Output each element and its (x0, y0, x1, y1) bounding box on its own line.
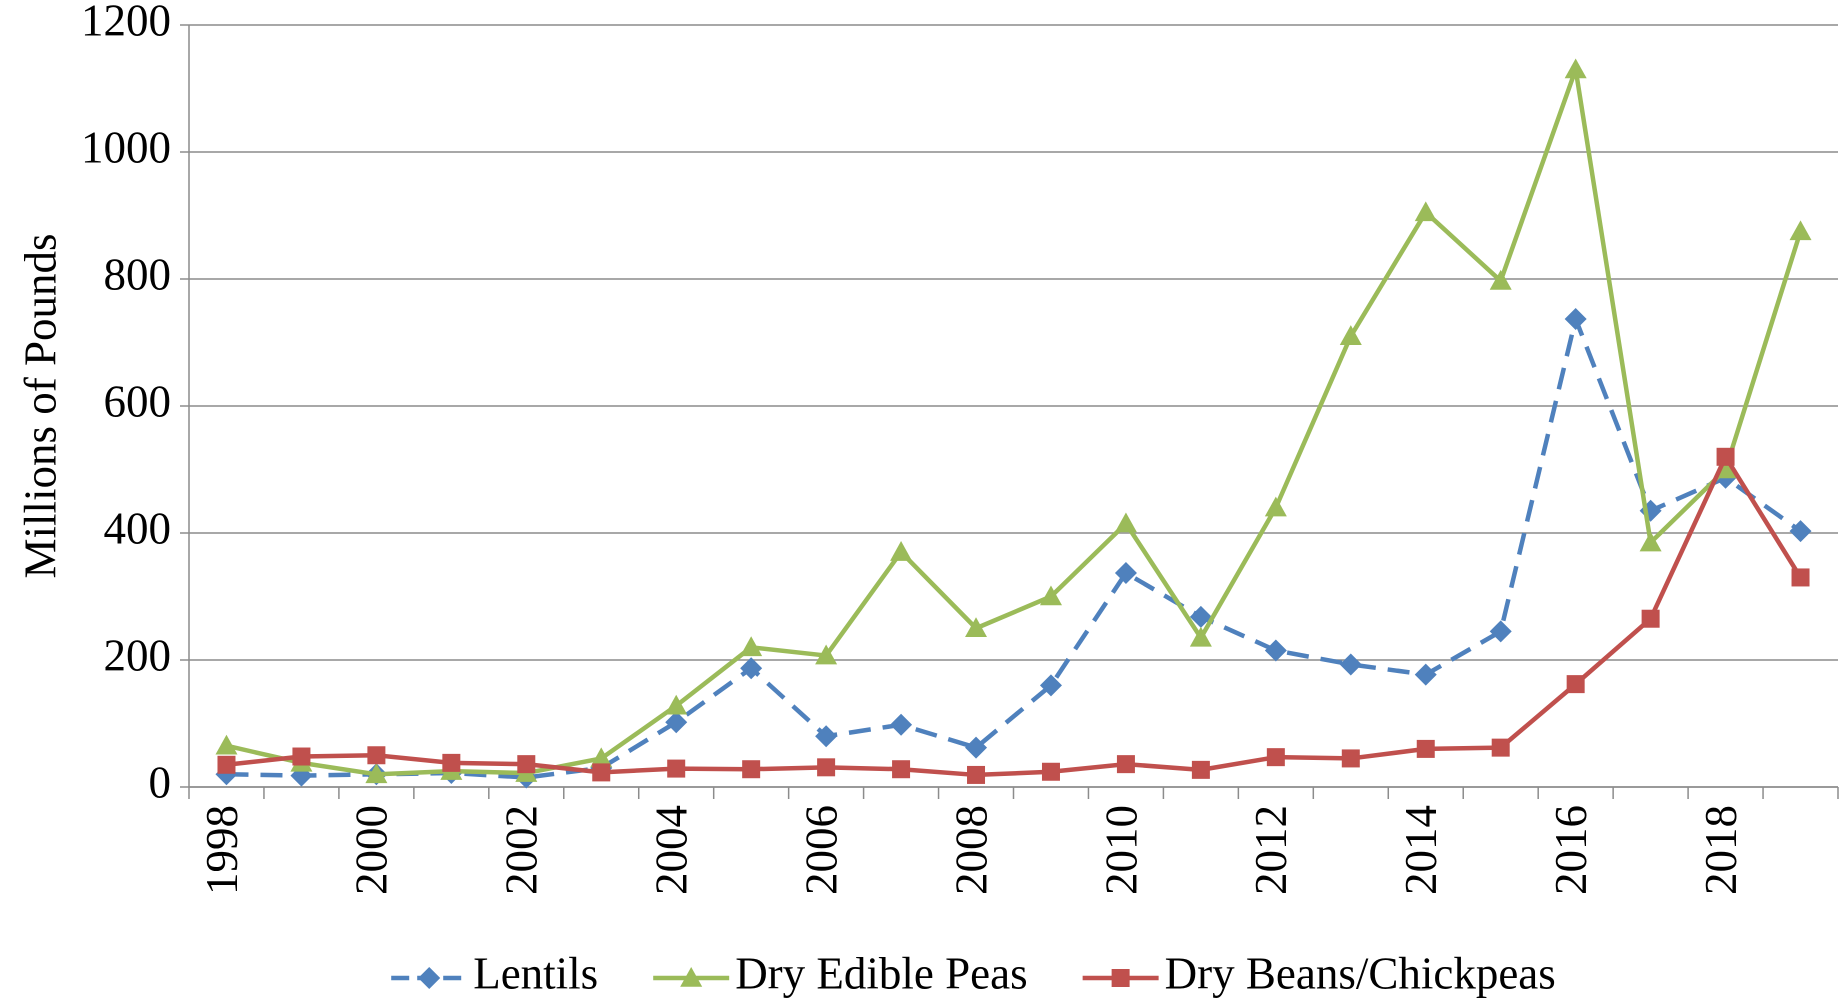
marker (1264, 639, 1287, 662)
marker (1639, 531, 1662, 552)
x-tick-label: 1998 (197, 805, 247, 895)
marker (667, 759, 686, 778)
marker (1189, 626, 1212, 647)
marker (680, 967, 703, 987)
marker (1564, 308, 1587, 331)
marker (817, 758, 836, 777)
y-tick-label: 400 (104, 503, 172, 553)
y-tick-label: 800 (104, 249, 172, 299)
marker (1789, 220, 1812, 241)
marker (1789, 520, 1812, 543)
marker (1489, 620, 1512, 643)
marker (1266, 748, 1285, 767)
legend-label: Dry Beans/Chickpeas (1165, 948, 1556, 998)
marker (592, 763, 611, 782)
marker (1791, 568, 1810, 587)
x-tick-label: 2008 (946, 805, 996, 895)
series-line (226, 454, 1803, 778)
marker (1566, 675, 1585, 694)
marker (1114, 512, 1137, 533)
x-tick-label: 2012 (1246, 805, 1296, 895)
marker (815, 644, 838, 665)
marker (1414, 201, 1437, 222)
marker (215, 734, 238, 755)
marker (740, 636, 763, 657)
marker (217, 755, 236, 774)
y-axis-label: Millions of Pounds (15, 233, 65, 578)
marker (1341, 749, 1360, 768)
marker (418, 967, 441, 989)
marker (1564, 58, 1587, 79)
x-tick-label: 2016 (1546, 805, 1596, 895)
marker (665, 694, 688, 715)
marker (1189, 605, 1212, 628)
marker (665, 711, 688, 734)
marker (1114, 562, 1137, 585)
x-tick-label: 2018 (1696, 805, 1746, 895)
legend-label: Lentils (473, 948, 598, 998)
marker (965, 736, 988, 759)
x-tick-label: 2000 (347, 805, 397, 895)
legend: Lentils Dry Edible Peas Dry Beans/Chickpea… (391, 948, 1556, 998)
marker (1116, 755, 1135, 774)
x-tick-label: 2010 (1096, 805, 1146, 895)
marker (965, 617, 988, 638)
y-tick-label: 1200 (81, 0, 171, 45)
marker (1339, 653, 1362, 676)
marker (1264, 496, 1287, 517)
y-tick-label: 200 (104, 630, 172, 680)
marker (742, 760, 761, 779)
y-tick-label: 0 (149, 757, 172, 807)
marker (1111, 969, 1130, 987)
marker (1491, 738, 1510, 757)
y-tick-label: 600 (104, 376, 172, 426)
marker (1489, 269, 1512, 290)
marker (1041, 762, 1060, 781)
marker (892, 760, 911, 779)
marker (367, 746, 386, 765)
marker (1716, 447, 1735, 466)
marker (815, 725, 838, 748)
marker (1416, 739, 1435, 758)
x-tick-label: 2002 (497, 805, 547, 895)
marker (517, 755, 536, 774)
series-line (225, 67, 1803, 777)
marker (590, 747, 613, 768)
series-line (226, 316, 1802, 780)
marker (1414, 663, 1437, 686)
x-tick-label: 2004 (647, 805, 697, 895)
marker (1641, 609, 1660, 628)
marker (967, 765, 986, 784)
marker (1039, 674, 1062, 697)
marker (365, 763, 388, 784)
marker (890, 713, 913, 736)
marker (1039, 585, 1062, 606)
marker (292, 747, 311, 766)
marker (740, 657, 763, 680)
y-tick-label: 1000 (81, 122, 171, 172)
x-tick-label: 2006 (796, 805, 846, 895)
marker (442, 753, 461, 772)
marker (890, 541, 913, 561)
marker (1191, 760, 1210, 779)
x-tick-label: 2014 (1396, 805, 1446, 895)
legend-label: Dry Edible Peas (735, 948, 1027, 998)
marker (1339, 325, 1362, 345)
